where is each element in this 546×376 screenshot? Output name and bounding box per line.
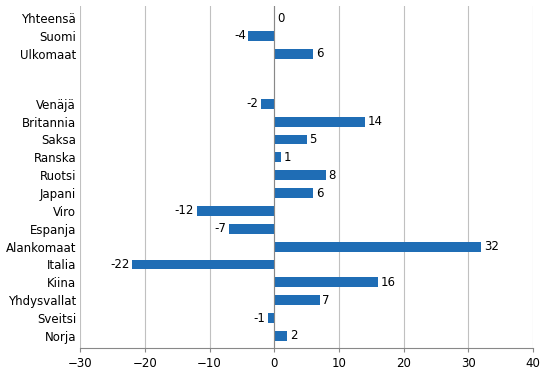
Text: 6: 6: [316, 186, 323, 200]
Text: 8: 8: [329, 169, 336, 182]
Text: 16: 16: [381, 276, 395, 289]
Text: 6: 6: [316, 47, 323, 60]
Text: 2: 2: [290, 329, 297, 343]
Bar: [274, 331, 287, 341]
Bar: [274, 117, 365, 127]
Text: 14: 14: [367, 115, 382, 128]
Text: -12: -12: [175, 205, 194, 217]
Bar: [197, 206, 274, 216]
Text: -1: -1: [253, 312, 265, 324]
Text: -7: -7: [215, 222, 227, 235]
Text: 0: 0: [277, 12, 284, 24]
Bar: [274, 49, 313, 59]
Bar: [262, 99, 274, 109]
Bar: [274, 277, 378, 287]
Bar: [274, 295, 319, 305]
Text: 1: 1: [283, 151, 291, 164]
Text: 32: 32: [484, 240, 498, 253]
Bar: [274, 242, 481, 252]
Text: 7: 7: [322, 294, 330, 307]
Bar: [274, 135, 307, 144]
Bar: [274, 170, 326, 180]
Text: -4: -4: [234, 29, 246, 42]
Bar: [274, 188, 313, 198]
Text: 5: 5: [309, 133, 317, 146]
Text: -22: -22: [110, 258, 129, 271]
Bar: [248, 31, 274, 41]
Bar: [274, 152, 281, 162]
Bar: [268, 313, 274, 323]
Bar: [229, 224, 274, 233]
Text: -2: -2: [247, 97, 259, 110]
Bar: [132, 259, 274, 269]
